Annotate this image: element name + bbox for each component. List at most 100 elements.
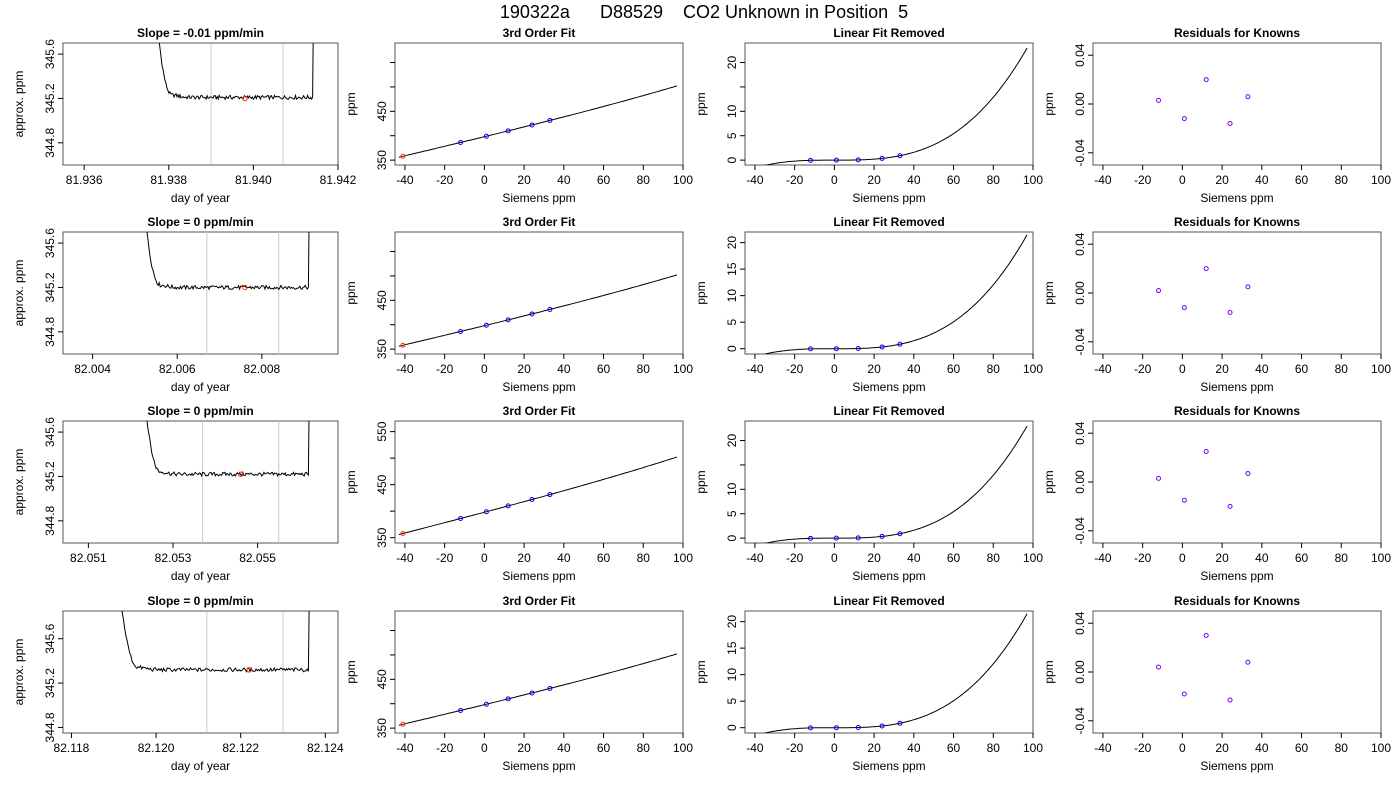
unknown-sample-point: [400, 721, 406, 727]
plot-frame: [394, 610, 684, 734]
x-tick-label: 20: [517, 362, 531, 376]
known-standard-point: [855, 724, 861, 730]
y-tick-label: 0.00: [1073, 92, 1087, 116]
figure-title: 190322a D88529 CO2 Unknown in Position 5: [500, 2, 908, 22]
x-axis-label: Siemens ppm: [1200, 380, 1273, 394]
y-tick-label: 0.04: [1073, 611, 1087, 635]
x-tick-label: 40: [907, 741, 921, 755]
x-tick-label: 60: [1295, 741, 1309, 755]
y-tick-label: 20: [725, 434, 739, 448]
known-standard-point: [897, 531, 903, 537]
concentration-trace-line: [158, 43, 314, 101]
y-tick-label: 550: [375, 421, 389, 441]
known-standard-point: [879, 155, 885, 161]
unknown-mean-point: [242, 95, 248, 102]
known-standard-point: [483, 133, 489, 139]
residual-point: [1156, 288, 1162, 294]
known-standard-point: [547, 685, 553, 691]
x-tick-label: 82.008: [243, 362, 280, 376]
residual-point: [1181, 691, 1187, 697]
known-standard-point: [833, 157, 839, 163]
x-tick-label: 100: [1023, 741, 1043, 755]
x-tick-label: 20: [1215, 362, 1229, 376]
panel-resid: Residuals for Knowns -40 -20 0 20 40 60 80 100 -0…: [1042, 404, 1391, 583]
known-standard-point: [547, 117, 553, 123]
y-tick-label: -0.04: [1073, 328, 1087, 356]
known-standard-point: [855, 345, 861, 351]
x-tick-label: 80: [987, 551, 1001, 565]
residual-point: [1203, 266, 1209, 272]
known-standard-point: [483, 322, 489, 328]
fit-curve-line: [398, 85, 678, 158]
y-tick-label: 10: [725, 104, 739, 118]
panel-title: Residuals for Knowns: [1174, 26, 1300, 40]
concentration-trace-line: [146, 232, 310, 291]
x-tick-label: 0: [481, 362, 488, 376]
known-standard-point: [833, 535, 839, 541]
panel-fit3: 3rd Order Fit -40 -20 0 20 40 60 80 100 350 450 550…: [344, 404, 693, 583]
y-tick-label: 0: [725, 156, 739, 163]
x-axis-label: day of year: [171, 569, 230, 583]
panel-resid: Residuals for Knowns -40 -20 0 20 40 60 80 100 -0…: [1042, 215, 1391, 394]
known-standard-point: [529, 496, 535, 502]
residual-point: [1203, 77, 1209, 83]
plot-frame: [1092, 610, 1382, 734]
x-tick-label: 81.936: [66, 173, 103, 187]
x-tick-label: 40: [907, 173, 921, 187]
y-axis-label: ppm: [1042, 92, 1056, 115]
y-tick-label: 450: [375, 474, 389, 494]
y-axis-label: ppm: [694, 660, 708, 683]
x-tick-label: -40: [746, 741, 764, 755]
x-tick-label: 40: [1255, 362, 1269, 376]
unknown-sample-point: [751, 355, 755, 359]
x-tick-label: -40: [396, 741, 414, 755]
panel-trace: Slope = -0.01 ppm/min 81.936 81.938 81.940 8…: [12, 26, 357, 205]
residual-point: [1181, 305, 1187, 311]
panel-title: Linear Fit Removed: [833, 594, 944, 608]
x-tick-label: 20: [867, 362, 881, 376]
residual-point: [1181, 116, 1187, 122]
x-tick-label: 100: [1023, 551, 1043, 565]
x-tick-label: -20: [786, 362, 804, 376]
x-tick-label: 100: [1371, 173, 1391, 187]
known-standard-point: [505, 696, 511, 702]
plot-frame: [62, 610, 339, 734]
y-tick-label: 15: [725, 641, 739, 655]
panel-fit3: 3rd Order Fit -40 -20 0 20 40 60 80 100 350 450 Sie…: [344, 594, 693, 773]
x-axis-label: Siemens ppm: [502, 569, 575, 583]
panel-fit3: 3rd Order Fit -40 -20 0 20 40 60 80 100 350 450 Sie…: [344, 26, 693, 205]
plot-area: [1156, 449, 1251, 509]
known-standard-point: [529, 690, 535, 696]
y-tick-label: 5: [725, 132, 739, 139]
residual-point: [1245, 284, 1251, 290]
x-tick-label: 80: [637, 551, 651, 565]
known-standard-point: [529, 311, 535, 317]
x-tick-label: 0: [1179, 741, 1186, 755]
y-axis-label: approx. ppm: [12, 449, 26, 516]
plot-area: [398, 653, 678, 727]
y-tick-label: 5: [725, 510, 739, 517]
residual-point: [1227, 697, 1233, 703]
y-axis-label: ppm: [1042, 660, 1056, 683]
plot-area: [751, 613, 1028, 738]
x-axis-label: Siemens ppm: [1200, 191, 1273, 205]
x-axis-label: Siemens ppm: [1200, 759, 1273, 773]
x-tick-label: 20: [1215, 551, 1229, 565]
known-standard-point: [547, 492, 553, 498]
x-tick-label: 0: [481, 741, 488, 755]
unknown-mean-point: [242, 284, 248, 291]
plot-area: [764, 425, 1028, 543]
plot-area: [751, 234, 1028, 359]
x-tick-label: -20: [1134, 362, 1152, 376]
x-tick-label: 82.124: [307, 741, 344, 755]
x-axis-label: Siemens ppm: [852, 191, 925, 205]
known-standard-point: [483, 509, 489, 515]
y-tick-label: 450: [375, 101, 389, 121]
x-tick-label: 81.940: [235, 173, 272, 187]
x-axis-label: Siemens ppm: [502, 759, 575, 773]
panel-title: Linear Fit Removed: [833, 215, 944, 229]
y-tick-label: 345.6: [43, 623, 57, 653]
unknown-sample-point: [751, 734, 755, 738]
panel-title: Linear Fit Removed: [833, 26, 944, 40]
